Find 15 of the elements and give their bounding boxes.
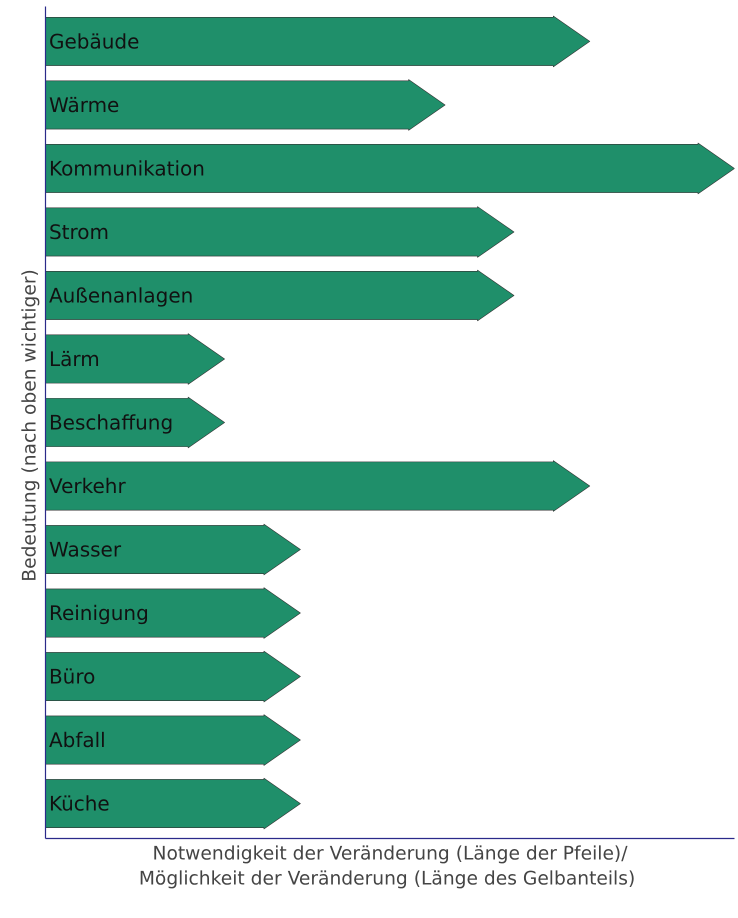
y-tick-label: Abfall — [48, 728, 106, 752]
y-tick-label: Büro — [48, 664, 96, 689]
y-tick-label: Strom — [48, 220, 109, 244]
y-tick-label: Verkehr — [48, 474, 126, 498]
y-tick-label: Kommunikation — [48, 156, 205, 180]
y-tick-label: Lärm — [48, 346, 100, 371]
y-tick-label: Wärme — [48, 92, 120, 117]
y-tick-label: Reinigung — [48, 601, 149, 626]
y-tick-label: Beschaffung — [48, 410, 174, 434]
y-tick-label: Außenanlagen — [48, 283, 194, 308]
y-tick-label: Wasser — [48, 538, 122, 562]
y-tick-label: Küche — [48, 792, 110, 816]
x-axis-title: Notwendigkeit der Veränderung (Länge der Pfeile)/ Möglichkeit der Veränderung (Länge des Gelbanteils) — [138, 844, 636, 890]
y-axis-title: Bedeutung (nach oben wichtiger) — [20, 269, 40, 582]
y-tick-label: Gebäude — [48, 29, 140, 54]
